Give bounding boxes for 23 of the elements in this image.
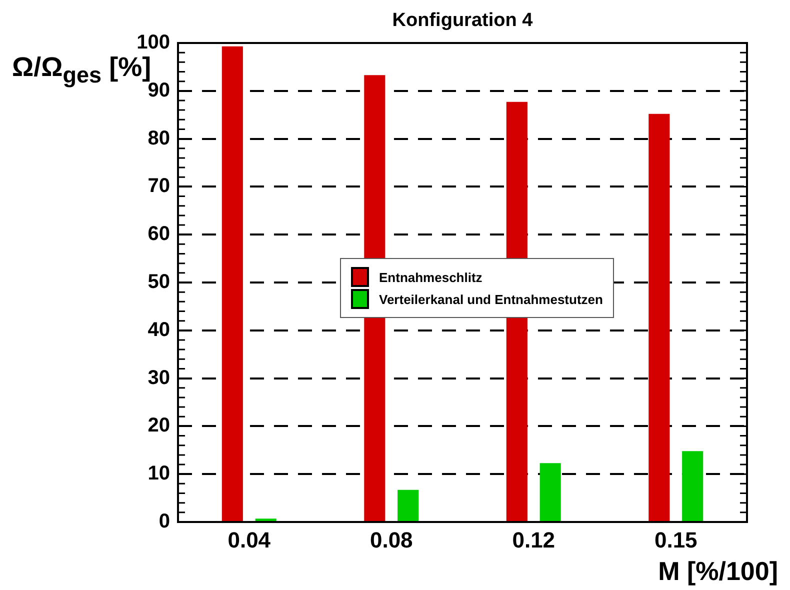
bar <box>540 463 561 521</box>
y-tick-label: 50 <box>148 271 170 294</box>
bar <box>648 114 670 521</box>
x-tick-label: 0.04 <box>228 527 272 552</box>
legend-label: Entnahmeschlitz <box>379 270 482 284</box>
x-tick-label: 0.15 <box>654 527 698 552</box>
y-tick-label: 10 <box>148 462 170 485</box>
y-tick-label: 0 <box>158 510 170 533</box>
bar <box>682 451 704 521</box>
y-tick-label: 60 <box>148 223 170 246</box>
y-tick-label: 70 <box>148 175 170 198</box>
bar <box>398 490 419 521</box>
legend-label: Verteilerkanal und Entnahmestutzen <box>379 292 603 306</box>
y-tick-label: 20 <box>148 414 170 437</box>
bar <box>222 46 243 521</box>
x-tick-label: 0.12 <box>512 527 556 552</box>
y-tick-label: 30 <box>148 366 170 389</box>
y-tick-label: 100 <box>136 32 170 54</box>
x-tick-label: 0.08 <box>370 527 413 552</box>
y-tick-label: 80 <box>148 127 170 150</box>
chart-title: Konfiguration 4 <box>391 10 534 32</box>
x-axis-title: M [%/100] <box>658 556 778 587</box>
y-tick-label: 40 <box>148 318 170 341</box>
